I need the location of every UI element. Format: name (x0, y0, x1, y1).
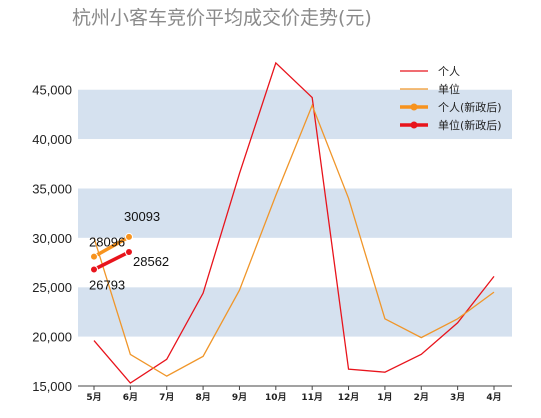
x-tick-label: 6月 (123, 392, 138, 403)
y-tick-label: 35,000 (32, 181, 72, 196)
y-tick-label: 30,000 (32, 231, 72, 246)
x-tick-label: 11月 (301, 392, 323, 403)
grid-band (78, 188, 512, 238)
policy-point (125, 232, 133, 241)
series-line-personal (93, 61, 495, 384)
policy-point-label: 28096 (89, 235, 125, 250)
x-tick-label: 9月 (232, 392, 247, 403)
grid-band (78, 336, 512, 386)
x-tick-label: 12月 (338, 392, 360, 403)
x-tick-label: 1月 (377, 392, 392, 403)
y-tick-label: 25,000 (32, 280, 72, 295)
policy-point-label: 28562 (133, 254, 169, 269)
x-tick-label: 4月 (486, 392, 501, 403)
y-tick-label: 20,000 (32, 330, 72, 345)
x-tick-label: 5月 (86, 392, 101, 403)
policy-point (90, 265, 98, 274)
x-tick-label: 8月 (195, 392, 210, 403)
series-lines (93, 61, 495, 384)
legend-label: 单位 (438, 82, 460, 96)
x-tick-label: 7月 (159, 392, 174, 403)
policy-point-label: 26793 (89, 277, 125, 292)
legend-label: 单位(新政后) (438, 118, 502, 132)
policy-segments: 28096 30093 26793 28562 (89, 209, 169, 293)
grid-band (78, 237, 512, 288)
policy-point (125, 248, 133, 257)
y-tick-label: 15,000 (32, 379, 72, 394)
x-axis: 5月 6月 7月 8月 9月 10月 11月 12月 1月 2月 3月 4月 (86, 386, 502, 403)
policy-point (90, 252, 98, 261)
legend-label: 个人(新政后) (438, 100, 502, 114)
grid-band (78, 89, 512, 140)
x-tick-label: 10月 (265, 392, 287, 403)
grid-band (78, 60, 512, 90)
x-tick-label: 2月 (414, 392, 429, 403)
x-tick-label: 3月 (450, 392, 465, 403)
y-tick-label: 45,000 (32, 83, 72, 98)
policy-line-personal (92, 235, 131, 259)
chart-title: 杭州小客车竞价平均成交价走势(元) (72, 7, 372, 29)
legend-marker (410, 121, 418, 129)
policy-line-company (92, 250, 131, 272)
policy-point-label: 30093 (124, 209, 160, 224)
y-axis: 15,000 20,000 25,000 30,000 35,000 40,000 45,0… (32, 83, 72, 394)
grid-bands (78, 60, 512, 387)
y-tick-label: 40,000 (32, 132, 72, 147)
legend-label: 个人 (438, 65, 460, 78)
series-line-company (93, 103, 495, 377)
legend-marker (410, 103, 418, 111)
grid-band (78, 287, 512, 337)
